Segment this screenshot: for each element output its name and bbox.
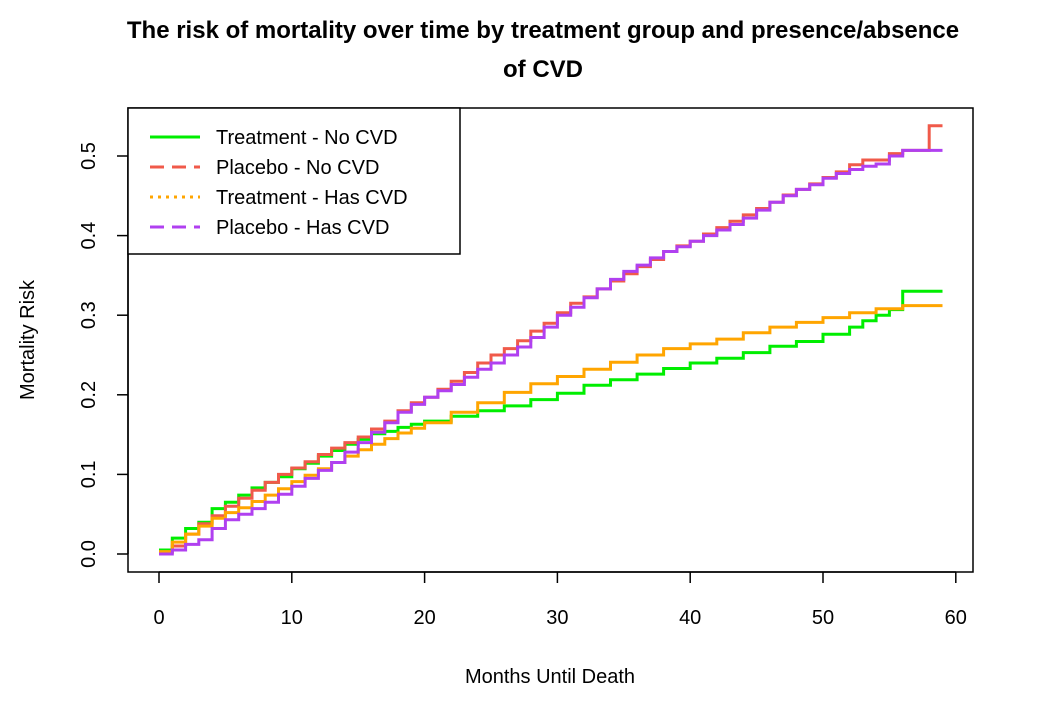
y-tick-label: 0.0 — [78, 540, 100, 568]
x-tick-label: 0 — [153, 607, 164, 629]
x-axis-title: Months Until Death — [465, 666, 635, 688]
legend: Treatment - No CVD Placebo - No CVD Treatm… — [127, 107, 461, 255]
series-line-4 — [159, 148, 943, 556]
chart-title-line-2: of CVD — [503, 56, 583, 83]
x-tick-label: 40 — [679, 607, 701, 629]
legend-label: Placebo - No CVD — [216, 157, 379, 179]
y-tick-label: 0.5 — [78, 142, 100, 170]
chart-title-line-1: The risk of mortality over time by treat… — [127, 17, 959, 44]
y-tick-label: 0.1 — [78, 460, 100, 488]
y-tick-label: 0.2 — [78, 381, 100, 409]
legend-label: Treatment - No CVD — [216, 127, 398, 149]
x-tick-label: 50 — [812, 607, 834, 629]
series-line-3 — [159, 304, 943, 554]
x-tick-label: 20 — [413, 607, 435, 629]
legend-label: Placebo - Has CVD — [216, 217, 389, 239]
x-tick-label: 60 — [945, 607, 967, 629]
plot-frame — [127, 107, 974, 573]
y-axis-title: Mortality Risk — [17, 279, 39, 400]
y-tick-label: 0.4 — [78, 222, 100, 250]
series-layer — [159, 124, 943, 556]
legend-label: Treatment - Has CVD — [216, 187, 408, 209]
legend-box — [127, 107, 461, 255]
series-line-1 — [159, 289, 943, 552]
y-tick-label: 0.3 — [78, 301, 100, 329]
x-tick-label: 10 — [281, 607, 303, 629]
x-tick-label: 30 — [546, 607, 568, 629]
